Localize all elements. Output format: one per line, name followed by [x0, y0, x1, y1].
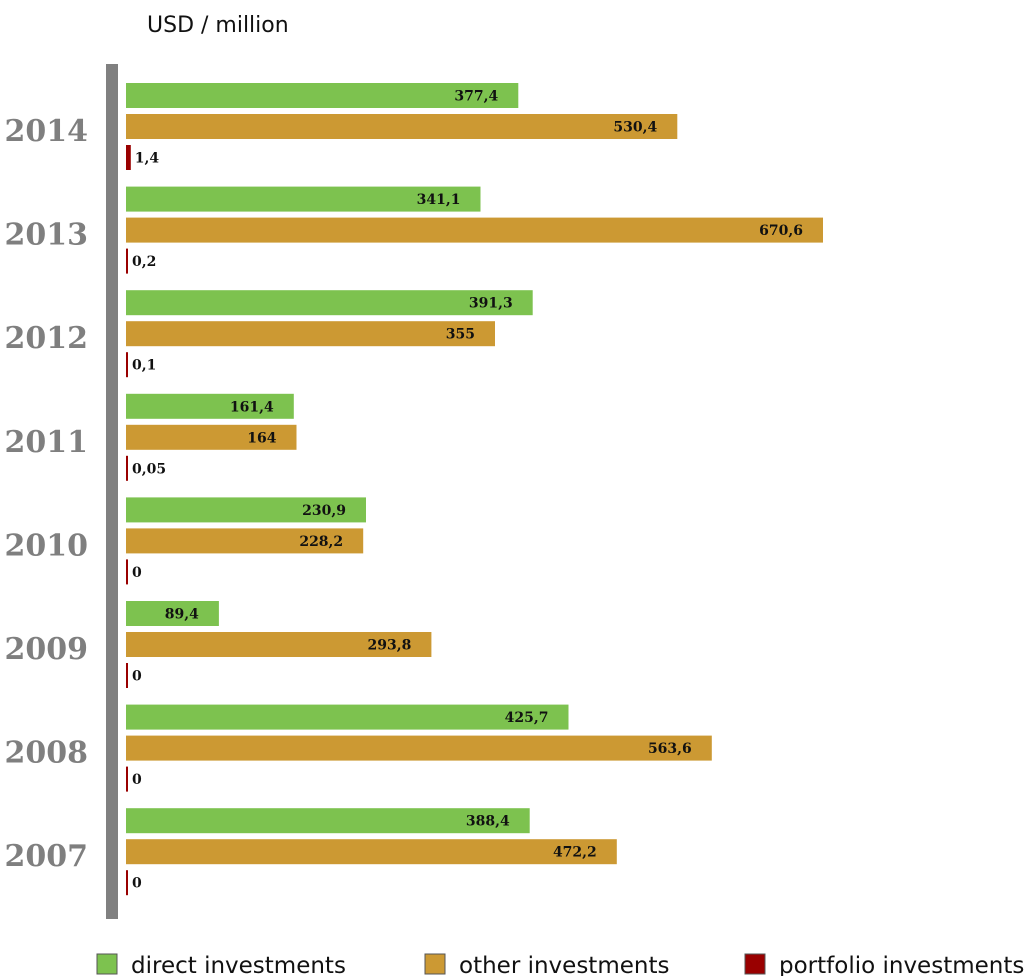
data-label-other-investments-2008: 563,6 [648, 741, 692, 757]
bar-portfolio-investments-2013 [126, 248, 128, 274]
legend-label-direct-investments: direct investments [131, 953, 346, 976]
data-label-portfolio-investments-2008: 0 [132, 772, 142, 788]
data-label-direct-investments-2014: 377,4 [454, 89, 498, 105]
legend-label-portfolio-investments: portfolio investments [779, 953, 1024, 976]
legend-label-other-investments: other investments [459, 953, 669, 976]
legend-swatch-portfolio-investments [744, 953, 766, 975]
legend-swatch-other-investments [424, 953, 446, 975]
year-label-2013: 2013 [5, 218, 89, 253]
data-label-direct-investments-2008: 425,7 [505, 710, 549, 726]
year-label-2009: 2009 [5, 632, 89, 667]
data-label-direct-investments-2013: 341,1 [417, 192, 461, 208]
data-label-other-investments-2010: 228,2 [299, 534, 343, 550]
year-label-2008: 2008 [5, 736, 89, 771]
data-label-direct-investments-2007: 388,4 [466, 814, 510, 830]
bar-direct-investments-2011 [126, 393, 294, 419]
data-label-other-investments-2007: 472,2 [553, 845, 597, 861]
data-label-portfolio-investments-2009: 0 [132, 669, 142, 685]
data-label-direct-investments-2012: 391,3 [469, 296, 513, 312]
year-label-2011: 2011 [5, 425, 89, 460]
data-label-other-investments-2011: 164 [247, 430, 276, 446]
bar-other-investments-2009 [126, 632, 432, 657]
data-label-portfolio-investments-2013: 0,2 [132, 254, 156, 270]
bar-other-investments-2011 [126, 424, 297, 450]
data-label-other-investments-2013: 670,6 [759, 223, 803, 239]
bar-other-investments-2008 [126, 735, 712, 761]
data-label-direct-investments-2010: 230,9 [302, 503, 346, 519]
bar-portfolio-investments-2007 [126, 870, 128, 896]
bar-direct-investments-2012 [126, 290, 533, 316]
data-label-direct-investments-2011: 161,4 [230, 399, 274, 415]
bar-portfolio-investments-2009 [126, 663, 128, 688]
data-label-portfolio-investments-2007: 0 [132, 876, 142, 892]
year-label-2010: 2010 [5, 528, 89, 563]
year-label-2012: 2012 [5, 321, 89, 356]
bar-direct-investments-2009 [126, 601, 219, 626]
bar-other-investments-2014 [126, 114, 678, 139]
bars-layer: 2014 377,4 530,4 1,4 2013 341,1 670,6 0,2 2012 39… [5, 83, 823, 896]
data-label-portfolio-investments-2014: 1,4 [135, 151, 160, 167]
bar-other-investments-2012 [126, 321, 495, 347]
year-label-2007: 2007 [5, 839, 89, 874]
bar-direct-investments-2014 [126, 83, 519, 108]
bar-direct-investments-2013 [126, 186, 481, 212]
unit-label: USD / million [147, 13, 289, 38]
bar-portfolio-investments-2010 [126, 559, 128, 585]
year-label-2014: 2014 [5, 114, 89, 149]
bar-portfolio-investments-2008 [126, 766, 128, 792]
data-label-other-investments-2009: 293,8 [368, 638, 412, 654]
bar-other-investments-2007 [126, 839, 617, 865]
bar-direct-investments-2010 [126, 497, 366, 523]
bar-other-investments-2010 [126, 528, 364, 554]
bar-direct-investments-2007 [126, 808, 530, 834]
legend: direct investments other investments portf… [96, 953, 1024, 976]
bar-portfolio-investments-2014 [126, 145, 131, 170]
bar-portfolio-investments-2011 [126, 455, 128, 481]
legend-swatch-direct-investments [96, 953, 118, 975]
bar-direct-investments-2008 [126, 704, 569, 730]
data-label-portfolio-investments-2010: 0 [132, 565, 142, 581]
data-label-portfolio-investments-2012: 0,1 [132, 358, 156, 374]
bar-other-investments-2013 [126, 217, 823, 243]
data-label-other-investments-2012: 355 [446, 327, 475, 343]
data-label-direct-investments-2009: 89,4 [165, 607, 199, 623]
data-label-portfolio-investments-2011: 0,05 [132, 461, 166, 477]
data-label-other-investments-2014: 530,4 [613, 120, 657, 136]
category-axis [106, 64, 118, 919]
bar-portfolio-investments-2012 [126, 352, 128, 378]
